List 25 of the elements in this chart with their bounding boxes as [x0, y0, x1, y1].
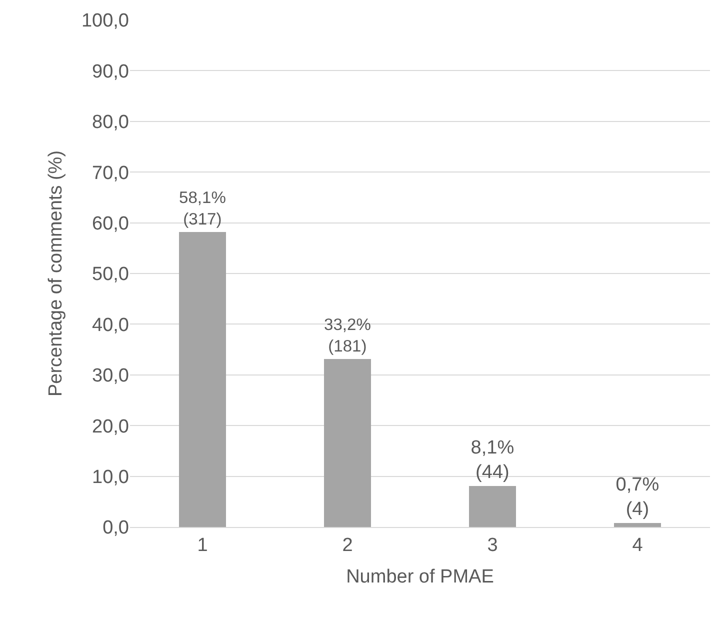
bar	[324, 359, 371, 527]
y-tick-label: 70,0	[92, 162, 129, 184]
data-label: 33,2% (181)	[324, 315, 372, 356]
bar	[469, 486, 516, 527]
y-tick-label: 50,0	[92, 264, 129, 286]
x-tick-label: 2	[342, 534, 353, 556]
data-label: 0,7% (4)	[616, 474, 660, 520]
y-tick-label: 90,0	[92, 61, 129, 82]
y-tick-label: 30,0	[92, 366, 129, 387]
data-label: 8,1% (44)	[470, 437, 514, 483]
x-tick-label: 4	[632, 534, 644, 556]
y-tick-label: 80,0	[92, 112, 129, 134]
y-tick-label: 100,0	[81, 10, 129, 32]
x-axis-title: Number of PMAE	[346, 566, 494, 588]
bar	[179, 232, 226, 527]
bar	[614, 523, 661, 527]
y-axis-title: Percentage of comments (%)	[45, 150, 66, 397]
y-tick-label: 40,0	[92, 314, 129, 336]
y-tick-label: 0,0	[102, 518, 129, 539]
x-tick-label: 3	[487, 534, 498, 556]
x-tick-label: 1	[197, 534, 208, 556]
y-tick-label: 60,0	[92, 213, 129, 234]
y-tick-label: 10,0	[92, 466, 129, 488]
data-label: 58,1% (317)	[179, 188, 226, 229]
y-tick-label: 20,0	[92, 416, 129, 438]
